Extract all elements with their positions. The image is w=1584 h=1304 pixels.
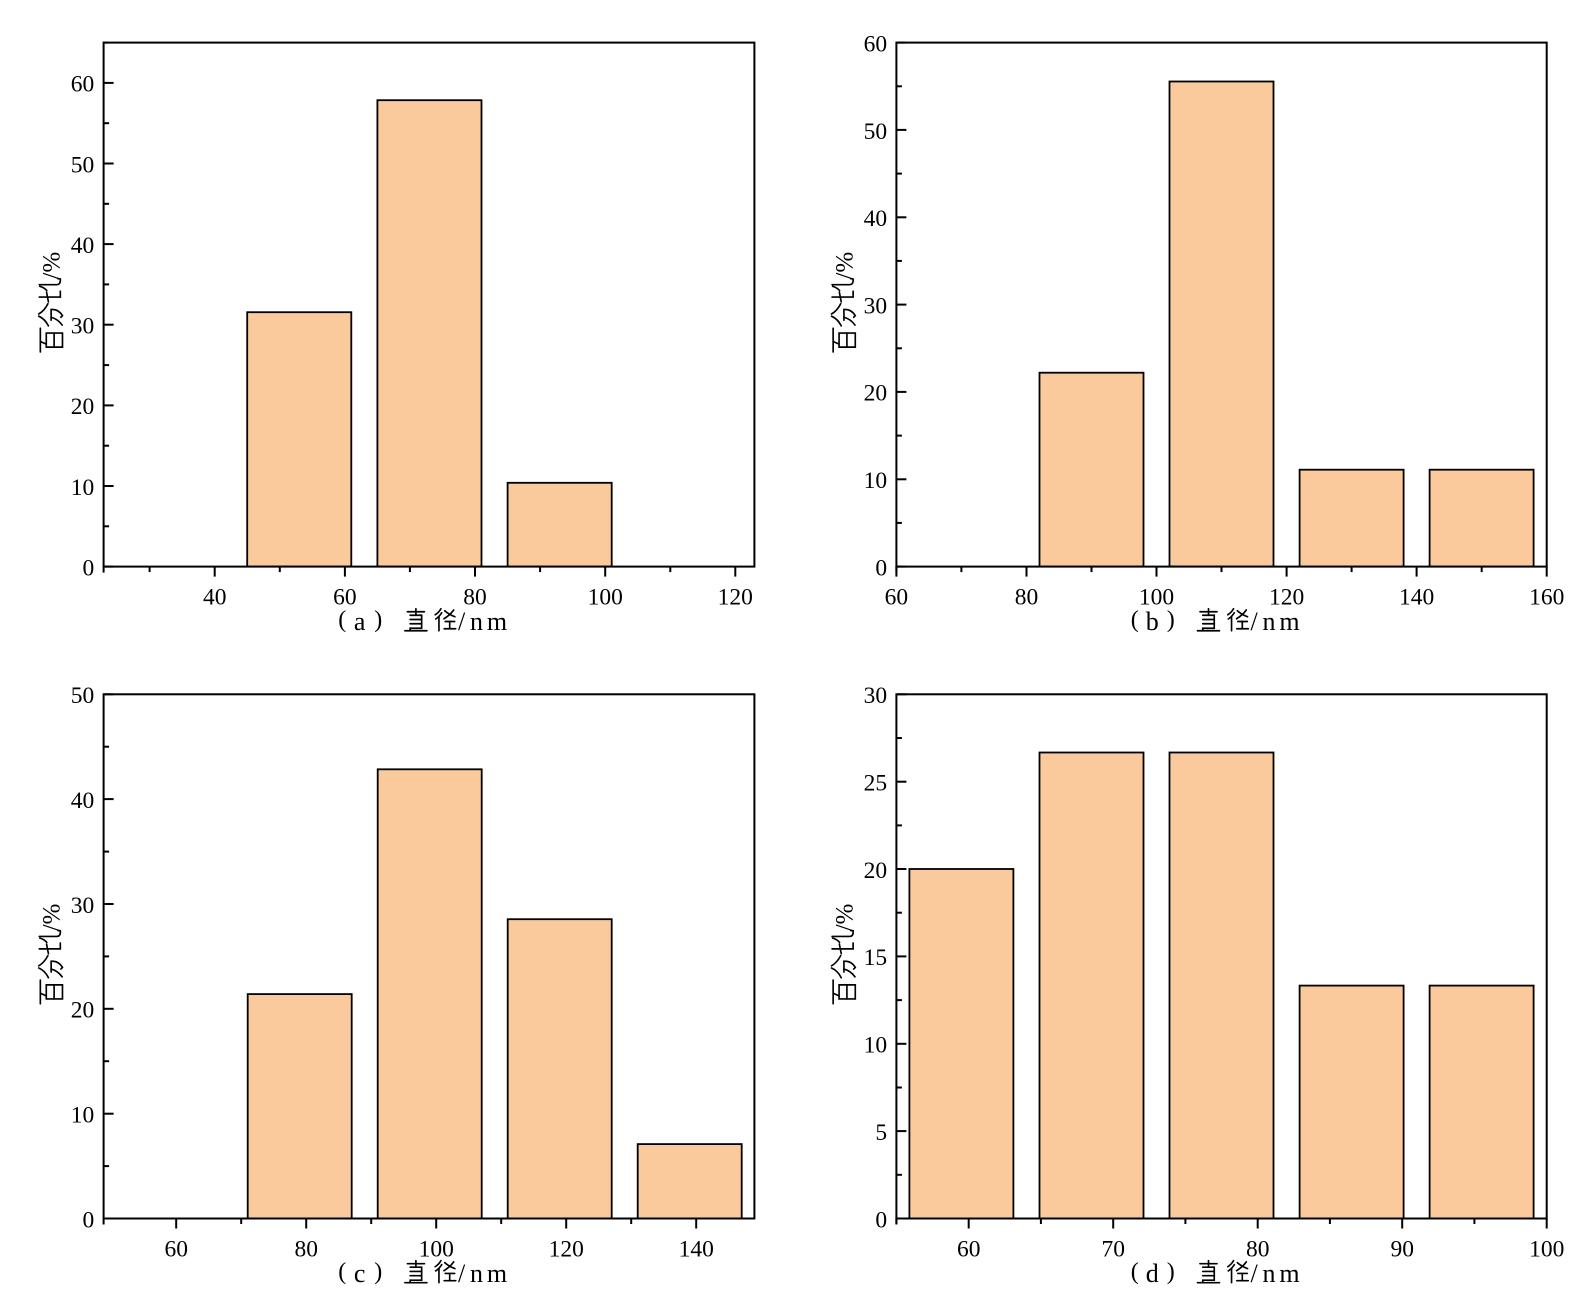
svg-text:60: 60 xyxy=(885,585,909,611)
svg-text:/%: /% xyxy=(831,904,858,932)
svg-text:50: 50 xyxy=(864,119,888,145)
svg-text:/%: /% xyxy=(39,904,66,932)
svg-text:20: 20 xyxy=(71,998,95,1024)
svg-text:60: 60 xyxy=(864,31,888,57)
svg-text:120: 120 xyxy=(1269,585,1304,611)
svg-text:100: 100 xyxy=(588,585,623,611)
svg-text:/: / xyxy=(458,1259,466,1288)
svg-text:40: 40 xyxy=(71,233,95,259)
svg-text:d: d xyxy=(1146,1259,1159,1288)
svg-text:a: a xyxy=(354,607,366,636)
svg-text:m: m xyxy=(1279,1259,1299,1288)
svg-text:(: ( xyxy=(1131,1259,1139,1285)
svg-text:80: 80 xyxy=(294,1237,318,1263)
svg-text:50: 50 xyxy=(71,152,95,178)
svg-text:80: 80 xyxy=(1015,585,1039,611)
svg-text:70: 70 xyxy=(1101,1237,1125,1263)
svg-text:10: 10 xyxy=(864,1033,888,1059)
svg-text:10: 10 xyxy=(864,468,888,494)
svg-text:n: n xyxy=(1263,1259,1276,1288)
svg-text:/: / xyxy=(1250,607,1258,636)
svg-text:m: m xyxy=(487,1259,507,1288)
svg-text:30: 30 xyxy=(864,293,888,319)
svg-text:0: 0 xyxy=(875,1207,887,1233)
svg-text:b: b xyxy=(1146,607,1159,636)
svg-text:n: n xyxy=(470,607,483,636)
svg-text:100: 100 xyxy=(1529,1237,1564,1263)
svg-text:40: 40 xyxy=(203,585,227,611)
svg-text:5: 5 xyxy=(875,1120,887,1146)
svg-text:m: m xyxy=(487,607,507,636)
svg-text:15: 15 xyxy=(864,945,888,971)
svg-text:120: 120 xyxy=(549,1237,584,1263)
svg-text:80: 80 xyxy=(463,585,487,611)
svg-text:100: 100 xyxy=(419,1237,454,1263)
svg-text:60: 60 xyxy=(71,72,95,98)
svg-text:): ) xyxy=(374,1259,382,1285)
svg-text:/%: /% xyxy=(831,252,858,280)
svg-text:(: ( xyxy=(338,607,346,633)
svg-text:): ) xyxy=(1167,1259,1175,1285)
svg-text:140: 140 xyxy=(679,1237,714,1263)
svg-text:160: 160 xyxy=(1529,585,1564,611)
svg-text:/: / xyxy=(1250,1259,1258,1288)
svg-text:10: 10 xyxy=(71,475,95,501)
svg-text:60: 60 xyxy=(333,585,357,611)
svg-text:): ) xyxy=(374,607,382,633)
svg-text:0: 0 xyxy=(83,555,95,581)
svg-text:30: 30 xyxy=(864,683,888,709)
svg-text:40: 40 xyxy=(71,788,95,814)
svg-text:c: c xyxy=(354,1259,366,1288)
svg-text:50: 50 xyxy=(71,683,95,709)
svg-text:(: ( xyxy=(338,1259,346,1285)
svg-text:20: 20 xyxy=(864,381,888,407)
svg-text:120: 120 xyxy=(718,585,753,611)
svg-text:80: 80 xyxy=(1246,1237,1270,1263)
svg-text:0: 0 xyxy=(875,555,887,581)
svg-text:60: 60 xyxy=(164,1237,188,1263)
svg-text:m: m xyxy=(1279,607,1299,636)
svg-text:0: 0 xyxy=(83,1207,95,1233)
svg-text:30: 30 xyxy=(71,314,95,340)
svg-text:30: 30 xyxy=(71,893,95,919)
svg-text:25: 25 xyxy=(864,771,888,797)
svg-text:/%: /% xyxy=(39,252,66,280)
svg-text:60: 60 xyxy=(957,1237,981,1263)
svg-text:/: / xyxy=(458,607,466,636)
svg-text:20: 20 xyxy=(864,858,888,884)
svg-text:): ) xyxy=(1167,607,1175,633)
svg-text:10: 10 xyxy=(71,1103,95,1129)
svg-text:100: 100 xyxy=(1139,585,1174,611)
svg-text:90: 90 xyxy=(1390,1237,1414,1263)
svg-text:140: 140 xyxy=(1399,585,1434,611)
svg-text:n: n xyxy=(1263,607,1276,636)
svg-text:40: 40 xyxy=(864,206,888,232)
svg-text:n: n xyxy=(470,1259,483,1288)
svg-text:20: 20 xyxy=(71,394,95,420)
svg-text:(: ( xyxy=(1131,607,1139,633)
